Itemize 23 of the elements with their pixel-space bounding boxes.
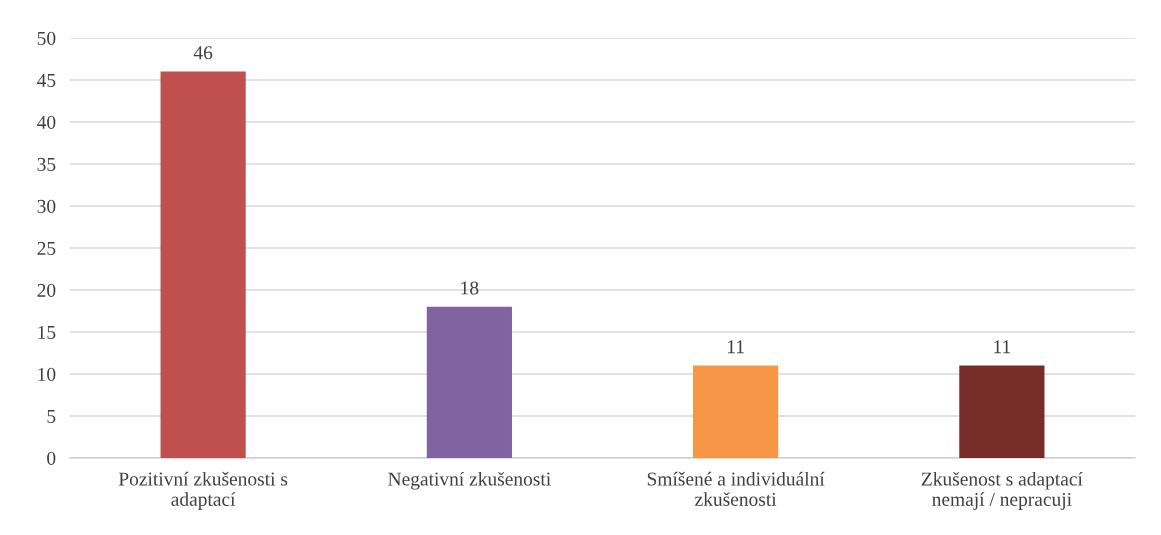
y-tick-label: 0 bbox=[47, 451, 56, 465]
data-label: 11 bbox=[994, 340, 1011, 354]
data-label: 11 bbox=[727, 340, 744, 354]
bar bbox=[160, 71, 246, 458]
y-tick-label: 5 bbox=[47, 410, 56, 423]
data-label: 18 bbox=[461, 281, 479, 295]
y-tick-label: 40 bbox=[37, 115, 56, 129]
y-tick-label: 50 bbox=[37, 31, 56, 45]
data-label: 46 bbox=[193, 46, 213, 60]
x-tick-label: Zkušenost s adaptací nemají / nepracuji bbox=[921, 471, 1083, 510]
y-tick-label: 30 bbox=[37, 199, 56, 213]
bar bbox=[959, 365, 1045, 458]
y-tick-label: 45 bbox=[37, 73, 56, 87]
x-tick-label: Pozitivní zkušenosti s adaptací bbox=[118, 471, 288, 510]
y-tick-label: 20 bbox=[37, 283, 56, 297]
x-tick-label: Negativní zkušenosti bbox=[388, 471, 551, 490]
y-tick-label: 25 bbox=[37, 241, 56, 255]
bar bbox=[426, 306, 512, 458]
y-tick-label: 35 bbox=[37, 157, 56, 171]
y-tick-label: 15 bbox=[38, 325, 56, 339]
x-tick-label: Smíšené a individuální zkušenosti bbox=[647, 471, 825, 506]
bar bbox=[693, 365, 779, 458]
y-tick-label: 10 bbox=[38, 367, 56, 381]
